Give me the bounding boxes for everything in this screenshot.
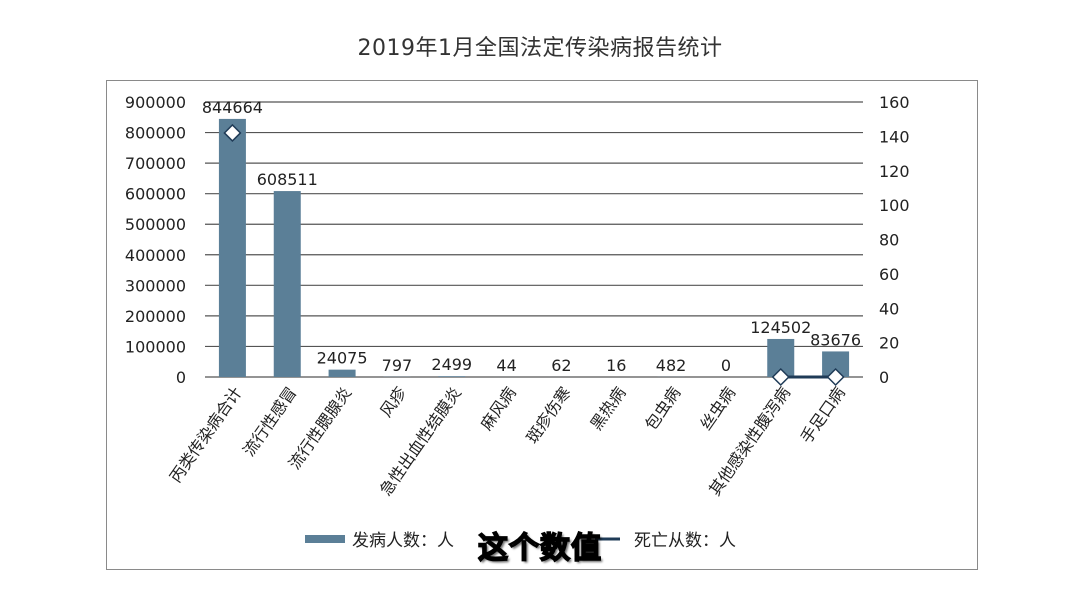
y-right-tick-label: 40 [879,299,899,318]
bar-data-label: 2499 [431,355,472,374]
bar [328,369,356,377]
y-left-tick-label: 500000 [125,215,186,234]
bar-data-label: 797 [382,356,413,375]
bar [273,191,301,377]
death-marker [223,123,242,142]
bar-data-label: 16 [606,356,626,375]
y-left-tick-label: 200000 [125,307,186,326]
legend-label-cases: 发病人数：人 [352,531,454,551]
x-category-label: 黑热病 [586,383,629,433]
bar-data-label: 0 [721,356,731,375]
y-right-tick-label: 140 [879,127,910,146]
bar-data-label: 24075 [317,349,368,368]
x-category-label: 丝虫病 [696,383,739,433]
y-right-tick-label: 80 [879,231,899,250]
legend-swatch-bar [305,535,345,543]
x-category-label: 风疹 [376,383,410,420]
x-category-label: 麻风病 [477,383,520,433]
x-category-label: 包虫病 [641,383,684,433]
bar-data-label: 124502 [750,318,811,337]
bar [438,376,466,377]
video-subtitle: 这个数值 [477,530,602,567]
x-category-label: 斑疹伤寒 [522,383,574,446]
y-left-tick-label: 300000 [125,276,186,295]
y-right-tick-label: 120 [879,162,910,181]
y-right-tick-label: 0 [879,368,889,387]
bar-data-label: 608511 [257,170,318,189]
y-right-tick-label: 20 [879,334,899,353]
legend-label-deaths: 死亡从数：人 [634,531,736,551]
bar-data-label: 83676 [810,330,861,349]
chart-frame [106,80,978,570]
death-marker [771,367,790,387]
bar-data-label: 62 [551,356,571,375]
y-right-tick-label: 160 [879,93,910,112]
death-marker [826,367,845,387]
y-right-tick-label: 60 [879,265,899,284]
bar-data-label: 44 [496,356,516,375]
y-left-tick-label: 600000 [125,185,186,204]
y-left-tick-label: 400000 [125,246,186,265]
x-category-label: 丙类传染病合计 [166,383,246,486]
y-left-tick-label: 800000 [125,124,186,143]
y-left-tick-label: 900000 [125,93,186,112]
y-left-tick-label: 700000 [125,154,186,173]
y-right-tick-label: 100 [879,196,910,215]
bar [218,118,246,377]
y-left-tick-label: 100000 [125,337,186,356]
x-category-label: 手足口病 [797,383,849,446]
y-left-tick-label: 0 [176,368,186,387]
bar-data-label: 844664 [202,98,263,117]
bar-data-label: 482 [656,356,687,375]
x-category-label: 流行性感冒 [239,383,300,459]
chart-title: 2019年1月全国法定传染病报告统计 [357,36,723,61]
